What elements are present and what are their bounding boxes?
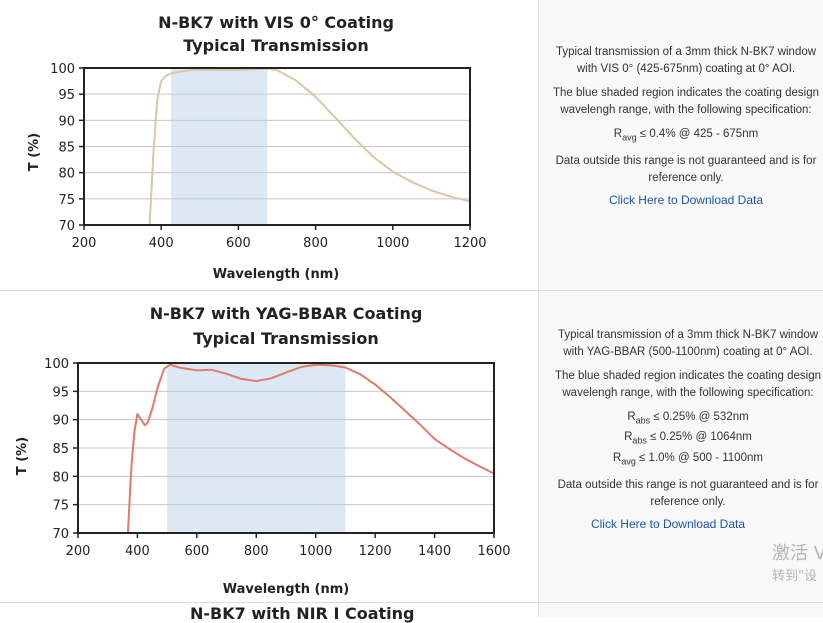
x-tick-label: 1200 xyxy=(359,544,392,559)
chart-cell-2: N-BK7 with YAG-BBAR Coating Typical Tran… xyxy=(0,291,539,602)
chart-cell-1: N-BK7 with VIS 0° Coating Typical Transm… xyxy=(0,0,539,290)
spec-value: ≤ 0.25% @ 1064nm xyxy=(646,431,752,444)
spec-subscript: abs xyxy=(635,415,651,426)
y-axis-label: T (%) xyxy=(15,437,30,475)
watermark-text: 转到"设 xyxy=(772,569,817,584)
x-tick-label: 1200 xyxy=(453,236,486,251)
plot-area: 70 75 80 85 90 95 100 200 400 600 800 1000 1200 1400 1… xyxy=(44,357,510,559)
description-panel-1: Typical transmission of a 3mm thick N-BK… xyxy=(539,0,823,290)
y-tick-label: 95 xyxy=(58,88,75,103)
description-panel-3 xyxy=(539,603,823,617)
description-text: Typical transmission of a 3mm thick N-BK… xyxy=(555,46,817,75)
y-tick-label: 90 xyxy=(58,114,75,129)
chart-row-2: N-BK7 with YAG-BBAR Coating Typical Tran… xyxy=(0,291,823,603)
y-tick-label: 100 xyxy=(44,357,69,372)
chart-subtitle: Typical Transmission xyxy=(193,329,379,348)
plot-frame xyxy=(83,67,471,226)
y-axis-label: T (%) xyxy=(27,133,42,171)
x-tick-label: 1400 xyxy=(418,544,451,559)
y-tick-label: 70 xyxy=(58,219,75,234)
chart-subtitle: Typical Transmission xyxy=(183,36,369,55)
y-tick-label: 70 xyxy=(52,527,69,542)
chart-title: N-BK7 with YAG-BBAR Coating xyxy=(150,304,423,323)
x-tick-label: 600 xyxy=(184,544,209,559)
plot-frame xyxy=(77,362,495,534)
disclaimer-text: Data outside this range is not guarantee… xyxy=(557,478,819,508)
spec-subscript: abs xyxy=(632,435,647,446)
y-tick-label: 85 xyxy=(52,442,69,457)
disclaimer-text: Data outside this range is not guarantee… xyxy=(555,155,817,185)
shading-note: The blue shaded region indicates the coa… xyxy=(555,370,821,399)
series-line xyxy=(126,363,495,534)
spec-symbol: R xyxy=(613,128,623,140)
chart-yag-bbar-coating: N-BK7 with YAG-BBAR Coating Typical Tran… xyxy=(15,304,511,597)
x-tick-label: 200 xyxy=(66,544,91,559)
watermark-text: 激活 V xyxy=(772,543,823,564)
x-tick-label: 600 xyxy=(226,236,251,251)
y-tick-label: 90 xyxy=(52,414,69,429)
description-text: Typical transmission of a 3mm thick N-BK… xyxy=(557,329,819,358)
spec-line: Rabs ≤ 0.25% @ 532nm xyxy=(553,409,823,429)
spec-line: Ravg ≤ 0.4% @ 425 - 675nm xyxy=(553,126,819,146)
y-tick-label: 95 xyxy=(52,385,69,400)
next-chart-title: N-BK7 with NIR I Coating xyxy=(190,604,415,623)
chart-row-1: N-BK7 with VIS 0° Coating Typical Transm… xyxy=(0,0,823,291)
spec-line: Ravg ≤ 1.0% @ 500 - 1100nm xyxy=(553,450,823,470)
spec-symbol: R xyxy=(624,431,633,444)
spec-symbol: R xyxy=(613,451,622,464)
y-tick-label: 75 xyxy=(52,499,69,514)
description-panel-2: Typical transmission of a 3mm thick N-BK… xyxy=(539,291,823,602)
x-tick-label: 400 xyxy=(125,544,150,559)
x-tick-label: 400 xyxy=(149,236,174,251)
chart-vis-coating: N-BK7 with VIS 0° Coating Typical Transm… xyxy=(27,13,487,282)
y-tick-label: 75 xyxy=(58,193,75,208)
y-tick-label: 100 xyxy=(50,62,75,77)
chart-row-3 xyxy=(0,603,823,617)
x-tick-label: 1600 xyxy=(477,544,510,559)
x-tick-label: 1000 xyxy=(299,544,332,559)
spec-subscript: avg xyxy=(622,132,637,143)
x-tick-label: 200 xyxy=(72,236,97,251)
download-data-link[interactable]: Click Here to Download Data xyxy=(590,516,746,531)
spec-subscript: avg xyxy=(621,455,636,466)
chart-title: N-BK7 with VIS 0° Coating xyxy=(158,13,394,32)
y-tick-label: 85 xyxy=(58,141,75,156)
y-tick-label: 80 xyxy=(58,167,75,182)
x-tick-label: 1000 xyxy=(376,236,409,251)
shading-note: The blue shaded region indicates the coa… xyxy=(553,87,819,116)
x-tick-label: 800 xyxy=(303,236,328,251)
x-tick-label: 800 xyxy=(244,544,269,559)
download-data-link[interactable]: Click Here to Download Data xyxy=(608,193,764,208)
spec-value: ≤ 0.4% @ 425 - 675nm xyxy=(636,128,759,140)
chart-cell-3 xyxy=(0,603,539,617)
spec-value: ≤ 1.0% @ 500 - 1100nm xyxy=(635,451,763,464)
spec-value: ≤ 0.25% @ 532nm xyxy=(650,411,749,423)
x-axis-label: Wavelength (nm) xyxy=(213,267,339,282)
spec-symbol: R xyxy=(627,411,636,423)
x-axis-label: Wavelength (nm) xyxy=(223,582,349,597)
spec-line: Rabs ≤ 0.25% @ 1064nm xyxy=(553,429,823,449)
plot-area: 70 75 80 85 90 95 100 200 400 600 800 1000 1200 xyxy=(50,62,486,251)
y-tick-label: 80 xyxy=(52,470,69,485)
